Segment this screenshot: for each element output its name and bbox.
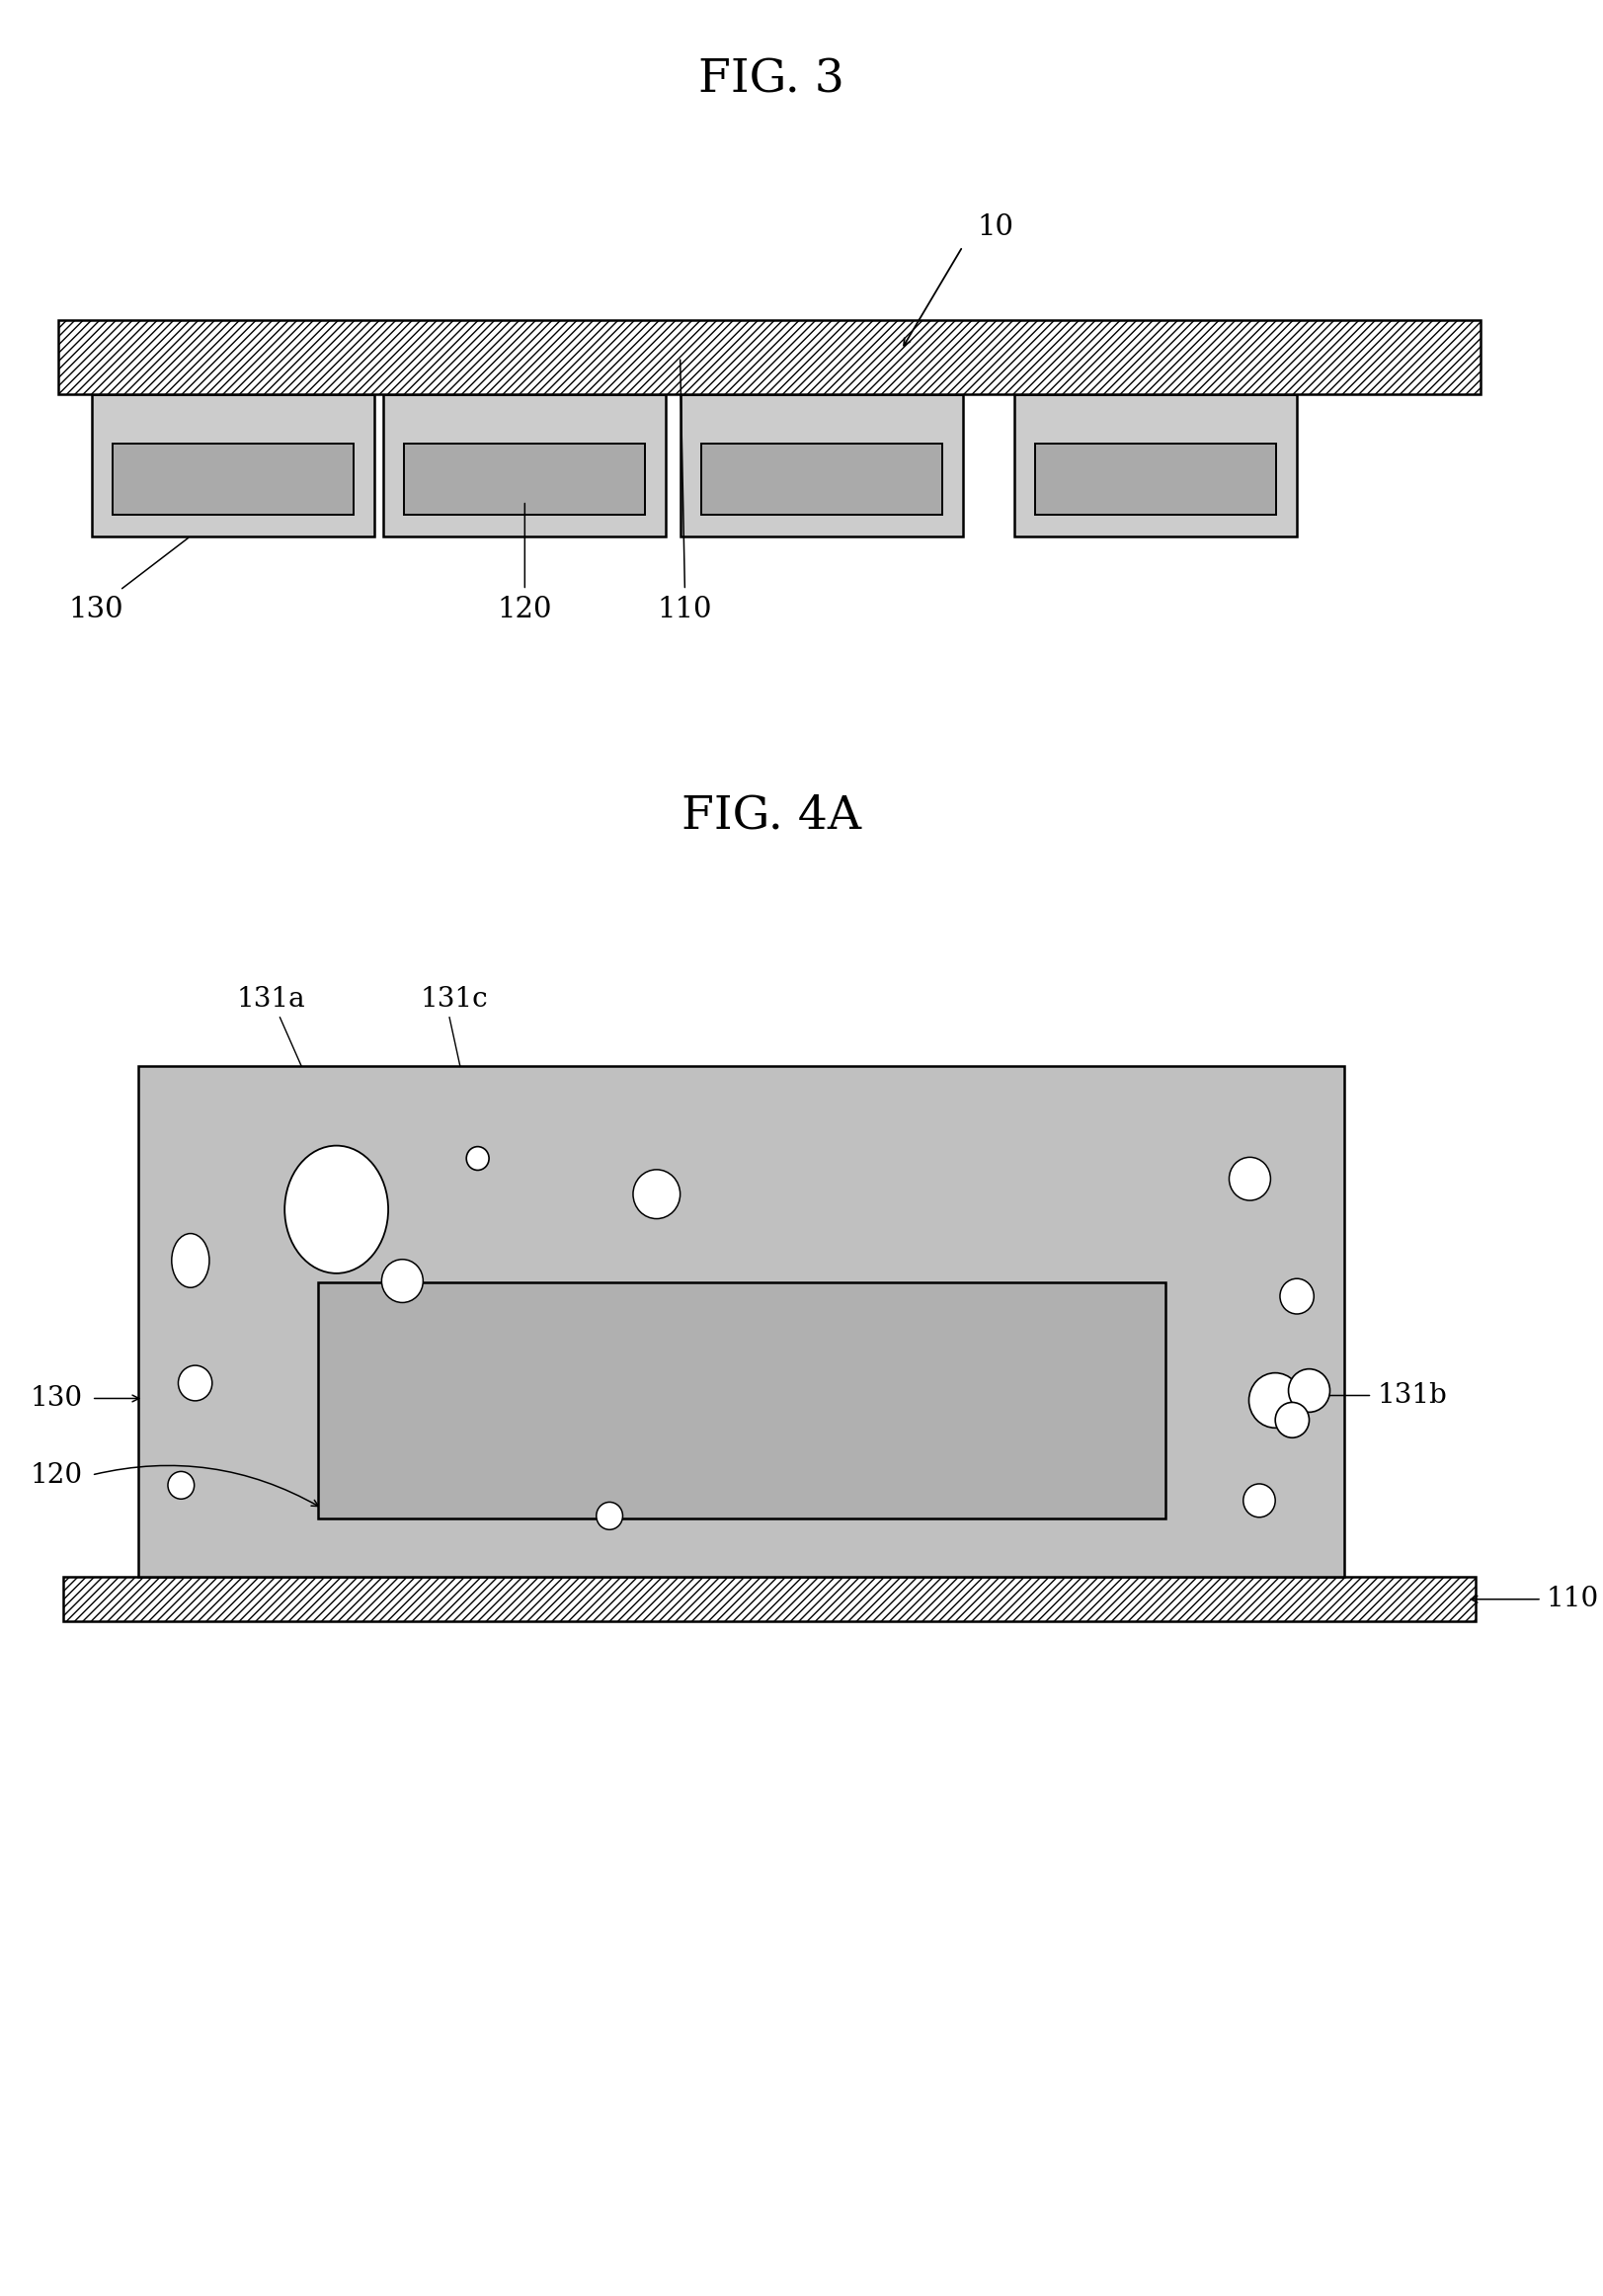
Text: 110: 110 [1545,1587,1598,1612]
Bar [317,1283,1164,1518]
Circle shape [1249,1373,1302,1428]
Bar [138,1065,1343,1577]
Bar [112,443,353,514]
Bar [1013,395,1297,537]
Circle shape [178,1366,212,1401]
Circle shape [466,1146,489,1171]
Text: 131b: 131b [1375,1382,1446,1410]
Text: 130: 130 [30,1384,82,1412]
Text: 131a: 131a [236,985,305,1013]
Circle shape [1242,1483,1274,1518]
Bar [383,395,665,537]
Text: 110: 110 [657,597,712,625]
Text: FIG. 3: FIG. 3 [697,57,845,101]
Text: 131c: 131c [420,985,487,1013]
Bar [1034,443,1276,514]
Bar [64,1577,1475,1621]
Text: 10: 10 [976,214,1013,241]
Circle shape [633,1169,680,1219]
Bar [404,443,644,514]
Ellipse shape [284,1146,388,1274]
Text: 120: 120 [30,1463,82,1488]
Bar [701,443,941,514]
Circle shape [1279,1279,1313,1313]
Circle shape [596,1502,622,1529]
Text: FIG. 4A: FIG. 4A [681,794,861,838]
Text: 120: 120 [497,597,551,625]
Text: 130: 130 [69,597,123,625]
Circle shape [168,1472,194,1499]
Circle shape [1228,1157,1270,1201]
Bar [680,395,962,537]
Ellipse shape [172,1233,208,1288]
Circle shape [1274,1403,1308,1437]
Bar [91,395,373,537]
Circle shape [382,1261,423,1302]
Circle shape [1287,1368,1329,1412]
Bar [59,319,1480,395]
